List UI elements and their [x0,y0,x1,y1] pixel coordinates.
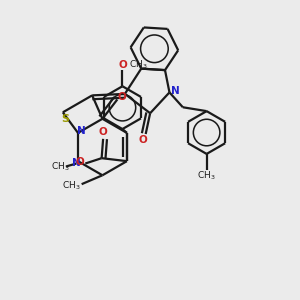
Text: O: O [138,135,147,145]
Text: CH$_3$: CH$_3$ [197,170,216,182]
Text: N: N [77,126,86,136]
Text: CH$_3$: CH$_3$ [130,58,148,71]
Text: S: S [61,114,69,124]
Text: O: O [99,127,107,137]
Text: CH$_3$: CH$_3$ [62,179,80,192]
Text: CH$_3$: CH$_3$ [51,160,69,173]
Text: N: N [171,86,180,96]
Text: N: N [72,158,81,168]
Text: O: O [118,59,127,70]
Text: O: O [76,157,84,167]
Text: O: O [117,92,126,101]
